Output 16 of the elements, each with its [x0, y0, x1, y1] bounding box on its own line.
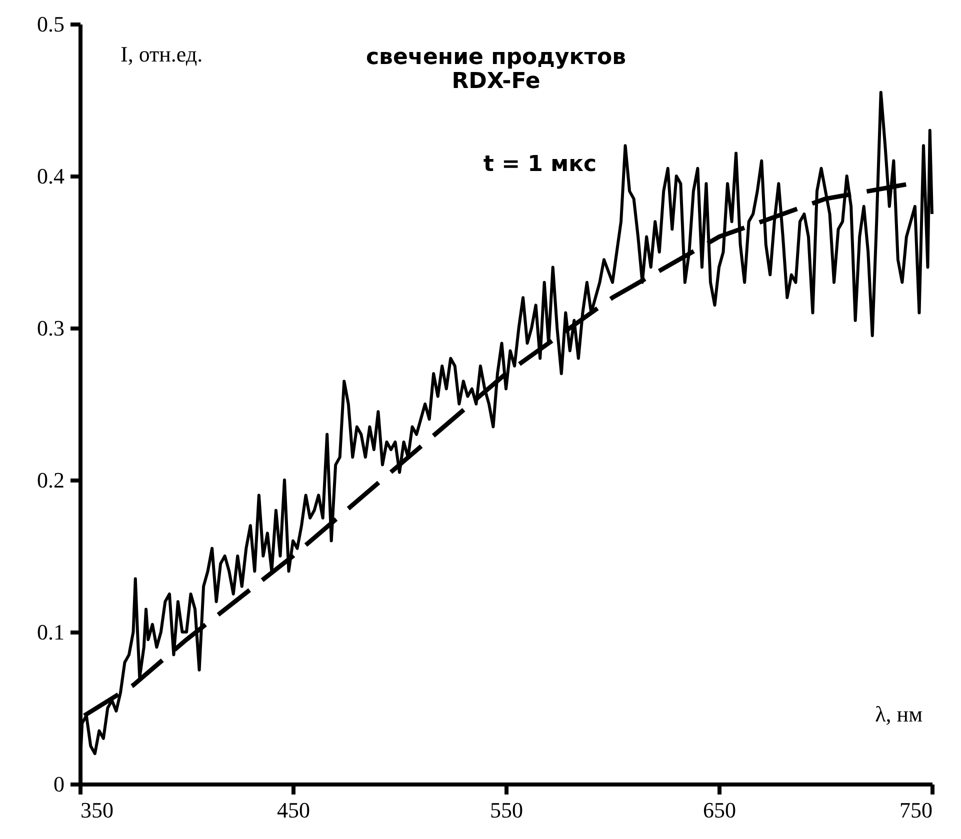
- y-tick-label: 0.3: [37, 316, 64, 340]
- x-tick-label: 650: [703, 798, 736, 822]
- x-axis-title: λ, нм: [875, 702, 923, 726]
- annotation: t = 1 мкс: [483, 152, 597, 177]
- y-tick-label: 0.2: [37, 468, 64, 492]
- text: свечение продуктов: [366, 45, 626, 70]
- x-tick-label: 450: [277, 798, 310, 822]
- y-tick-label: 0: [54, 772, 64, 796]
- y-tick-label: 0.1: [37, 620, 64, 644]
- x-tick-label: 750: [900, 798, 932, 822]
- x-tick-label: 350: [80, 798, 114, 822]
- y-tick-label: 0.4: [37, 164, 64, 188]
- y-tick-label: 0.5: [37, 12, 64, 36]
- x-tick-label: 550: [490, 798, 523, 822]
- text: RDX-Fe: [452, 69, 540, 94]
- y-axis-title: I, отн.ед.: [120, 42, 203, 66]
